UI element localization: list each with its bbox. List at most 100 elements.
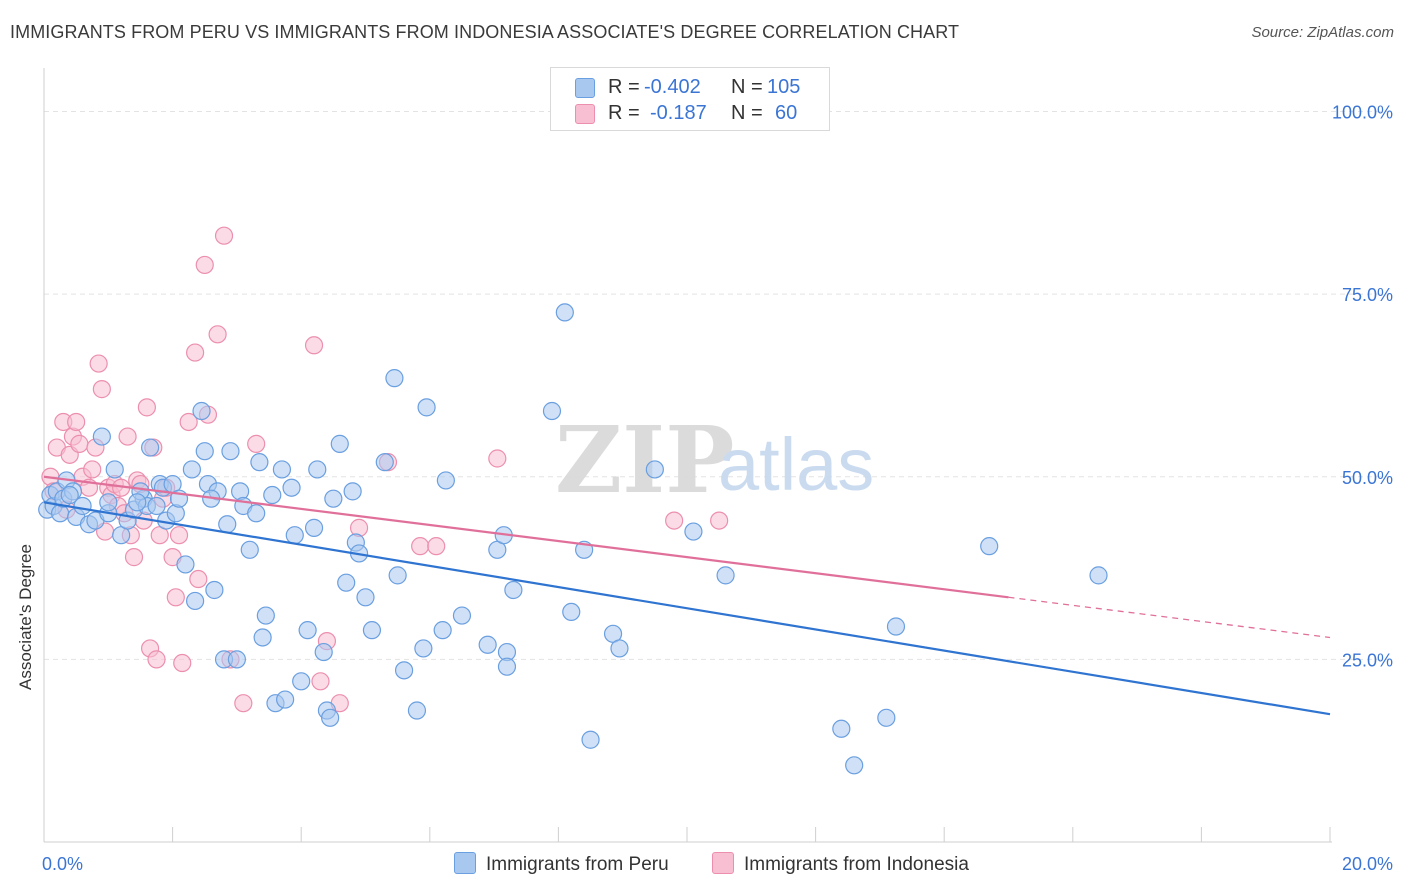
indonesia-point: [195, 255, 214, 275]
peru-point: [1089, 566, 1108, 585]
indonesia-point: [427, 537, 446, 556]
peru-point: [436, 471, 455, 490]
peru-point: [433, 621, 452, 640]
indonesia-point: [189, 569, 208, 589]
peru-point: [227, 650, 246, 669]
peru-trend-line: [43, 501, 1331, 716]
indonesia-point: [67, 412, 86, 432]
peru-point: [282, 478, 301, 497]
peru-point: [186, 591, 205, 611]
peru-point: [388, 566, 407, 585]
peru-point: [195, 442, 214, 461]
peru-point: [343, 482, 362, 501]
x-tick-label: 0.0%: [42, 854, 83, 874]
legend-swatch-indonesia: [575, 104, 595, 124]
indonesia-point: [665, 511, 684, 530]
peru-point: [452, 606, 472, 625]
peru-point: [253, 628, 272, 647]
watermark: ZIP atlas: [555, 406, 874, 514]
peru-point: [218, 515, 237, 534]
peru-point: [304, 518, 324, 537]
indonesia-point: [304, 336, 324, 355]
y-tick-label: 100.0%: [1332, 103, 1393, 123]
peru-point: [221, 442, 240, 461]
peru-point: [285, 526, 304, 545]
peru-point: [205, 580, 224, 600]
indonesia-point: [186, 343, 205, 362]
indonesia-trend-extension: [1008, 596, 1331, 639]
indonesia-trend-line: [43, 475, 1009, 599]
indonesia-point: [208, 325, 227, 344]
peru-point: [645, 460, 664, 479]
indonesia-point: [169, 526, 189, 545]
legend-n-value: 60: [775, 102, 798, 124]
peru-point: [247, 504, 266, 523]
peru-point: [314, 642, 333, 662]
peru-point: [478, 635, 497, 654]
indonesia-point: [137, 398, 156, 417]
indonesia-point: [166, 588, 185, 607]
peru-point: [182, 460, 201, 479]
peru-point: [263, 485, 282, 505]
indonesia-point: [147, 650, 166, 669]
indonesia-point: [214, 226, 234, 245]
peru-point: [542, 401, 562, 421]
legend-swatch-peru: [575, 78, 595, 98]
legend-n-value: 105: [767, 76, 801, 98]
peru-point: [497, 657, 517, 676]
peru-point: [308, 460, 327, 479]
indonesia-point: [488, 449, 507, 468]
peru-point: [321, 708, 340, 727]
indonesia-point: [411, 537, 430, 556]
peru-point: [716, 566, 735, 585]
y-tick-label: 25.0%: [1342, 650, 1393, 670]
legend-r-value: -0.402: [644, 76, 701, 98]
y-axis-label: Associate's Degree: [16, 544, 35, 690]
legend-n-label: N =: [731, 102, 763, 124]
peru-point: [877, 708, 896, 727]
indonesia-point: [247, 434, 266, 453]
legend-r-label: R =: [608, 76, 640, 98]
peru-point: [128, 493, 147, 512]
peru-point: [845, 756, 864, 775]
peru-point: [417, 398, 436, 417]
peru-point: [555, 303, 574, 322]
peru-point: [394, 661, 414, 680]
peru-point: [105, 460, 124, 479]
peru-point: [330, 434, 349, 453]
indonesia-point: [70, 434, 89, 453]
peru-point: [610, 639, 629, 658]
legend-n-label: N =: [731, 76, 763, 98]
y-tick-label: 75.0%: [1342, 285, 1393, 305]
source-label: Source: ZipAtlas.com: [1251, 24, 1394, 41]
peru-point: [192, 401, 211, 421]
peru-point: [980, 537, 999, 556]
peru-point: [140, 438, 160, 457]
indonesia-point: [173, 653, 192, 673]
indonesia-point: [83, 460, 102, 479]
peru-points: [38, 303, 1108, 775]
x-tick-label: 20.0%: [1342, 854, 1393, 874]
bottom-legend-swatch-indonesia: [712, 852, 734, 874]
y-axis-label-wrap: Associate's Degree: [16, 540, 38, 710]
legend-r-value: -0.187: [650, 102, 707, 124]
peru-point: [60, 485, 79, 505]
bottom-legend-label-indonesia: Immigrants from Indonesia: [744, 854, 969, 875]
peru-point: [147, 496, 166, 516]
peru-point: [375, 453, 394, 472]
peru-point: [362, 621, 382, 640]
peru-point: [414, 639, 433, 658]
bottom-legend-swatch-peru: [454, 852, 476, 874]
peru-point: [256, 606, 275, 625]
indonesia-point: [124, 548, 144, 567]
peru-point: [324, 489, 343, 508]
chart-title: IMMIGRANTS FROM PERU VS IMMIGRANTS FROM …: [10, 22, 960, 42]
indonesia-point: [710, 511, 729, 530]
peru-point: [684, 522, 703, 541]
peru-point: [504, 580, 523, 600]
peru-point: [92, 427, 111, 446]
indonesia-point: [234, 694, 253, 713]
tick-labels: 25.0% 50.0% 75.0% 100.0% 0.0% 20.0%: [42, 103, 1393, 874]
legend-r-label: R =: [608, 102, 640, 124]
